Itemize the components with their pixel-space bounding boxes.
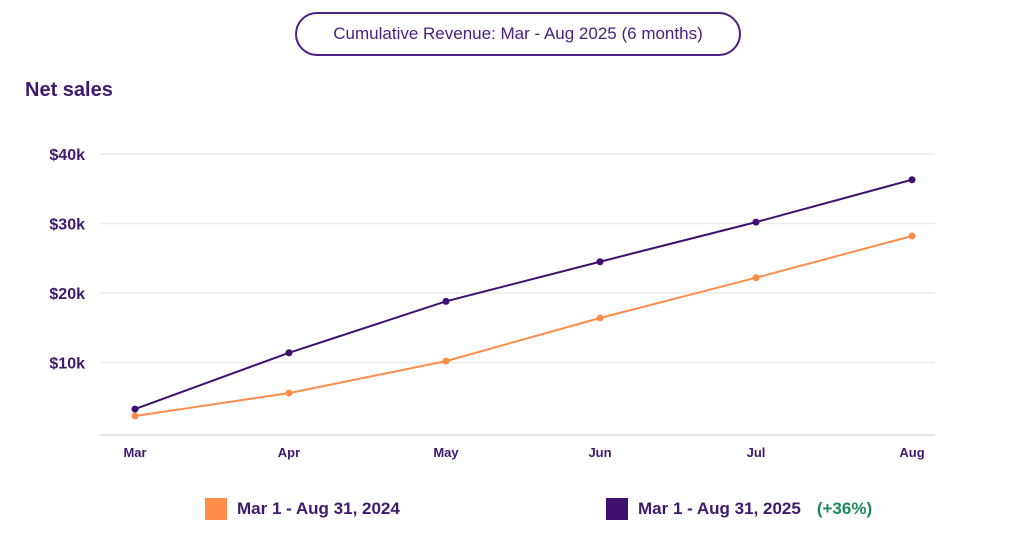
data-point (596, 258, 604, 266)
data-point (752, 218, 760, 226)
data-point (752, 274, 760, 282)
data-point (285, 389, 293, 397)
chart-title-badge: Cumulative Revenue: Mar - Aug 2025 (6 mo… (295, 12, 741, 56)
y-tick-label: $10k (49, 356, 85, 373)
x-tick-label: Apr (278, 445, 300, 460)
series-line (134, 178, 913, 411)
x-tick-label: May (433, 445, 459, 460)
legend-swatch (606, 498, 628, 520)
legend-swatch (205, 498, 227, 520)
x-tick-label: Aug (899, 445, 924, 460)
y-tick-label: $40k (49, 147, 85, 164)
change-percent: (+36%) (816, 499, 873, 518)
legend-item-2025: Mar 1 - Aug 31, 2025 (+36%) (606, 498, 872, 520)
x-tick-label: Jun (588, 445, 611, 460)
data-point (908, 176, 916, 184)
x-tick-label: Jul (747, 445, 766, 460)
data-point (596, 314, 604, 322)
y-tick-label: $20k (49, 286, 85, 303)
data-point (442, 357, 450, 365)
x-tick-label: Mar (123, 445, 146, 460)
data-point (285, 349, 293, 357)
data-point (131, 405, 139, 413)
legend-label: Mar 1 - Aug 31, 2024 (237, 499, 400, 518)
legend-label: Mar 1 - Aug 31, 2025 (638, 499, 801, 518)
legend-item-2024: Mar 1 - Aug 31, 2024 (205, 498, 400, 520)
data-point (908, 232, 916, 240)
data-point (131, 412, 139, 420)
series-line (134, 235, 913, 418)
y-axis-label: Net sales (25, 79, 113, 101)
y-tick-label: $30k (49, 217, 85, 234)
data-point (442, 297, 450, 305)
